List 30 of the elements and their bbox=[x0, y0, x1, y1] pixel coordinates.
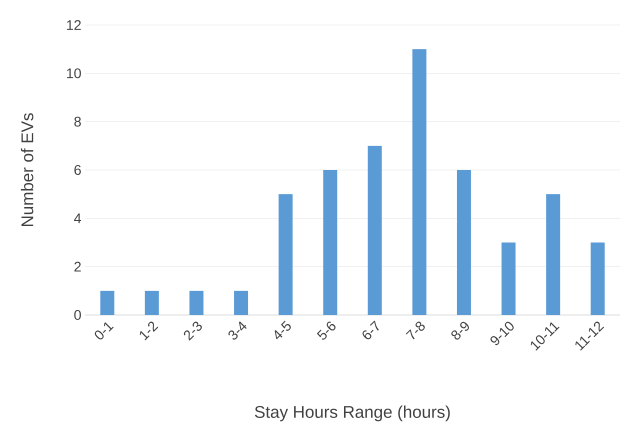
bar bbox=[144, 290, 159, 315]
y-tick-label: 6 bbox=[74, 165, 81, 175]
bar bbox=[368, 146, 382, 315]
x-tick-label: 7-8 bbox=[406, 322, 425, 340]
x-tick-label: 0-1 bbox=[94, 322, 114, 340]
x-tick-label: 3-4 bbox=[228, 321, 247, 340]
bar bbox=[456, 170, 471, 315]
x-axis-title: Stay Hours Range (hours) bbox=[254, 406, 450, 422]
y-tick-label: 10 bbox=[67, 68, 81, 78]
bar bbox=[502, 242, 516, 315]
bar bbox=[189, 290, 204, 315]
y-axis-title: Number of EVs bbox=[20, 113, 34, 226]
x-tick-label: 6-7 bbox=[362, 320, 379, 340]
y-tick-label: 4 bbox=[74, 214, 82, 224]
bar bbox=[590, 242, 605, 315]
x-tick-label: 5-6 bbox=[316, 322, 336, 340]
bar bbox=[546, 194, 560, 315]
y-tick-label: 8 bbox=[74, 116, 81, 127]
bar bbox=[278, 194, 293, 315]
y-tick-label: 12 bbox=[67, 20, 81, 30]
y-tick-label: 2 bbox=[74, 262, 81, 272]
bar bbox=[100, 290, 114, 315]
x-tick-label: 4-5 bbox=[274, 320, 291, 340]
y-tick-label: 0 bbox=[74, 310, 81, 320]
bar bbox=[412, 49, 426, 315]
bar bbox=[234, 290, 248, 315]
bar bbox=[323, 170, 338, 315]
x-tick-label: 1-2 bbox=[140, 322, 158, 340]
x-tick-label: 2-3 bbox=[184, 322, 202, 341]
x-tick-label: 8-9 bbox=[451, 322, 469, 340]
